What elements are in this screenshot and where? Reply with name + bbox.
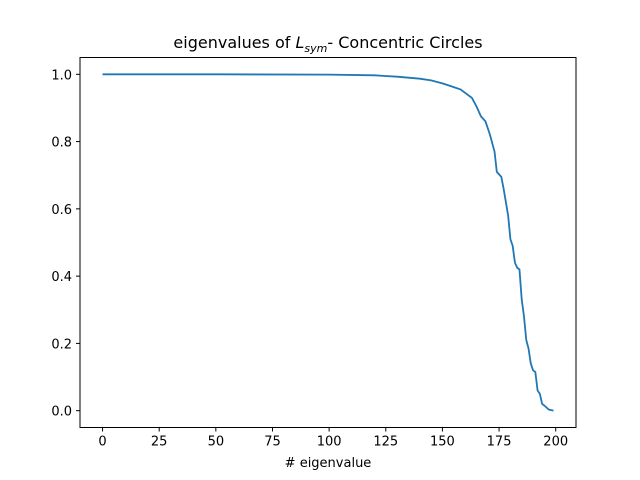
x-tick-label: 75 xyxy=(264,435,281,450)
x-tick-label: 50 xyxy=(208,435,225,450)
y-tick-label: 0.2 xyxy=(51,337,72,352)
x-axis-label: # eigenvalue xyxy=(285,456,372,471)
chart-title: eigenvalues of Lsym- Concentric Circles xyxy=(173,33,482,55)
y-tick-label: 0.0 xyxy=(51,405,72,420)
x-tick-label: 125 xyxy=(373,435,398,450)
title-text: eigenvalues of xyxy=(173,33,295,52)
y-tick-label: 0.6 xyxy=(51,203,72,218)
title-subscript: sym xyxy=(304,42,327,55)
title-math: L xyxy=(295,33,304,52)
axes-frame xyxy=(79,57,577,428)
x-tick-label: 175 xyxy=(487,435,512,450)
y-tick-label: 0.4 xyxy=(51,270,72,285)
x-tick-label: 200 xyxy=(543,435,568,450)
y-tick-label: 1.0 xyxy=(51,68,72,83)
x-tick-label: 150 xyxy=(430,435,455,450)
y-tick-label: 0.8 xyxy=(51,136,72,151)
x-tick-label: 100 xyxy=(317,435,342,450)
title-text: - Concentric Circles xyxy=(327,33,482,52)
x-tick-label: 0 xyxy=(98,435,106,450)
x-tick-label: 25 xyxy=(151,435,168,450)
data-line xyxy=(102,73,554,412)
